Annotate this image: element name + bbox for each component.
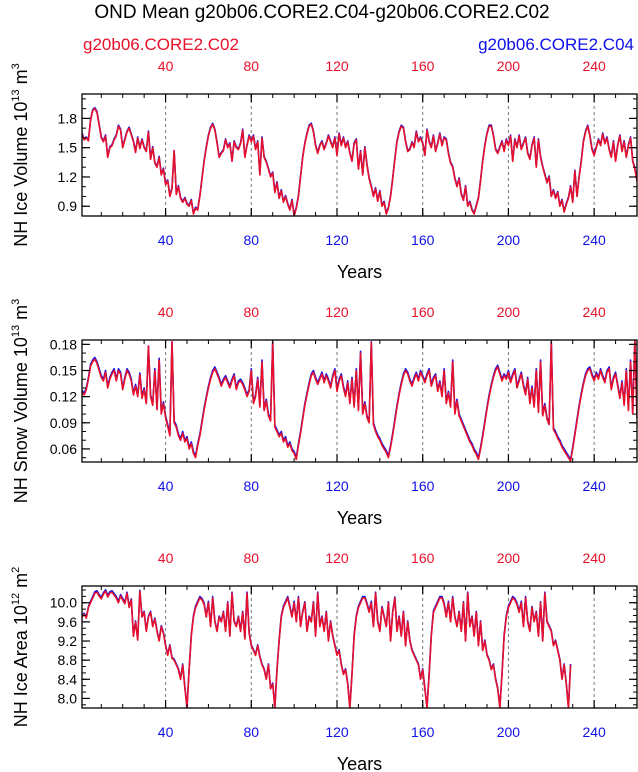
x-tick-label-top: 160 <box>411 58 435 74</box>
y-tick-label: 8.4 <box>58 671 78 687</box>
y-tick-label: 9.2 <box>58 633 78 649</box>
x-tick-label-bottom: 160 <box>411 232 435 248</box>
y-tick-label: 1.8 <box>58 110 78 126</box>
panel-2: 40 40 80 80 120 120 160 160 200 200 240 240 0.06 0.09… <box>10 299 638 528</box>
x-tick-label-bottom: 240 <box>582 724 606 740</box>
x-tick-label-top: 120 <box>325 58 349 74</box>
y-axis-title: NH Ice Area 1012 m2 <box>10 567 31 727</box>
x-tick-label-top: 160 <box>411 304 435 320</box>
x-tick-label-bottom: 200 <box>497 478 521 494</box>
y-tick-label: 1.5 <box>58 140 78 156</box>
x-tick-label-bottom: 240 <box>582 478 606 494</box>
plot-frame <box>81 93 638 217</box>
figure-title: OND Mean g20b06.CORE2.C04-g20b06.CORE2.C… <box>94 2 549 23</box>
y-axis-title: NH Ice Volume 1013 m3 <box>10 63 31 246</box>
y-tick-label: 0.09 <box>50 415 77 431</box>
x-tick-label-top: 200 <box>497 304 521 320</box>
x-tick-label-bottom: 200 <box>497 232 521 248</box>
x-tick-label-bottom: 160 <box>411 724 435 740</box>
x-tick-label-top: 120 <box>325 304 349 320</box>
x-tick-label-bottom: 80 <box>243 724 259 740</box>
panel-1: 40 40 80 80 120 120 160 160 200 200 240 240 0.9 1.2 1.… <box>10 58 638 282</box>
y-tick-label: 8.0 <box>58 690 78 706</box>
panel-3: 40 40 80 80 120 120 160 160 200 200 240 240 8.0 8.4 8.… <box>10 550 638 772</box>
x-tick-label-bottom: 120 <box>325 232 349 248</box>
x-tick-label-top: 40 <box>158 58 174 74</box>
y-tick-label: 0.06 <box>50 441 77 457</box>
x-tick-label-bottom: 200 <box>497 724 521 740</box>
y-tick-label: 0.9 <box>58 198 78 214</box>
x-tick-label-bottom: 80 <box>243 478 259 494</box>
x-tick-label-top: 200 <box>497 58 521 74</box>
x-axis-title: Years <box>337 262 382 282</box>
y-tick-label: 8.8 <box>58 652 78 668</box>
x-tick-label-top: 160 <box>411 550 435 566</box>
x-tick-label-bottom: 40 <box>158 478 174 494</box>
x-tick-label-top: 240 <box>582 58 606 74</box>
x-tick-label-top: 40 <box>158 304 174 320</box>
x-tick-label-bottom: 160 <box>411 478 435 494</box>
y-tick-label: 0.12 <box>50 389 77 405</box>
x-tick-label-bottom: 120 <box>325 724 349 740</box>
plot-frame <box>81 339 638 463</box>
y-tick-label: 1.2 <box>58 169 78 185</box>
x-tick-label-bottom: 80 <box>243 232 259 248</box>
x-tick-label-top: 80 <box>243 550 259 566</box>
x-axis-title: Years <box>337 508 382 528</box>
x-tick-label-top: 80 <box>243 304 259 320</box>
x-tick-label-bottom: 240 <box>582 232 606 248</box>
x-tick-label-top: 240 <box>582 304 606 320</box>
y-tick-label: 0.18 <box>50 336 77 352</box>
x-tick-label-top: 120 <box>325 550 349 566</box>
series-line-g20b06.CORE2.C02 <box>82 340 637 462</box>
x-tick-label-top: 80 <box>243 58 259 74</box>
x-tick-label-top: 40 <box>158 550 174 566</box>
x-axis-title: Years <box>337 754 382 772</box>
y-tick-label: 0.15 <box>50 363 77 379</box>
y-tick-label: 9.6 <box>58 614 78 630</box>
x-tick-label-bottom: 120 <box>325 478 349 494</box>
x-tick-label-top: 200 <box>497 550 521 566</box>
x-tick-label-bottom: 40 <box>158 232 174 248</box>
legend-case1-label: g20b06.CORE2.C02 <box>83 35 239 54</box>
series-line-g20b06.CORE2.C02 <box>82 107 637 216</box>
x-tick-label-top: 240 <box>582 550 606 566</box>
y-tick-label: 10.0 <box>50 595 77 611</box>
legend-case2-label: g20b06.CORE2.C04 <box>478 35 634 54</box>
y-axis-title: NH Snow Volume 1013 m3 <box>10 299 31 503</box>
x-tick-label-bottom: 40 <box>158 724 174 740</box>
series-line-g20b06.CORE2.C02 <box>82 590 572 708</box>
